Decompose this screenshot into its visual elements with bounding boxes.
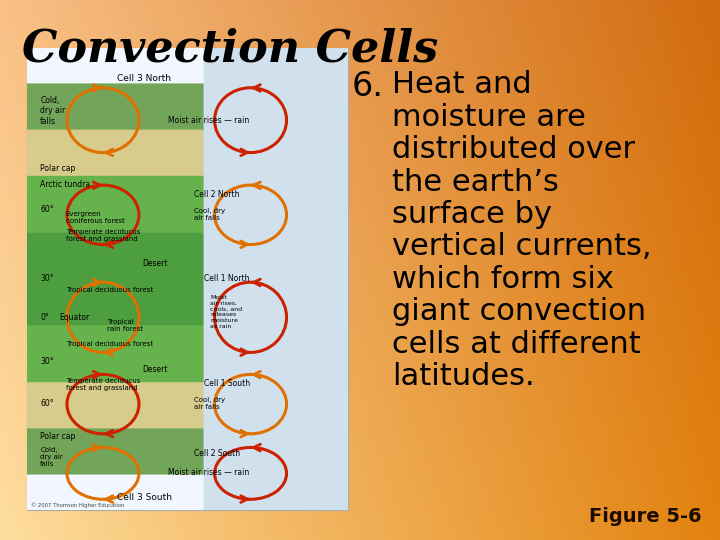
FancyBboxPatch shape xyxy=(27,49,348,510)
Text: Cell 2 North: Cell 2 North xyxy=(194,190,240,199)
Text: Tropical
rain forest: Tropical rain forest xyxy=(107,319,143,332)
Text: 60°: 60° xyxy=(40,399,54,408)
Text: Cold,
dry air
falls: Cold, dry air falls xyxy=(40,96,66,126)
Text: Moist air rises — rain: Moist air rises — rain xyxy=(168,468,250,477)
Text: 60°: 60° xyxy=(40,205,54,214)
Text: Polar cap: Polar cap xyxy=(40,432,76,441)
Text: Temperate deciducus
forest and grassland: Temperate deciducus forest and grassland xyxy=(66,378,140,391)
Text: Arctic tundra: Arctic tundra xyxy=(40,180,90,190)
Text: Desert: Desert xyxy=(143,365,168,374)
Text: Cell 1 North: Cell 1 North xyxy=(204,274,249,283)
Text: Polar cap: Polar cap xyxy=(40,164,76,173)
Text: Equator: Equator xyxy=(60,313,90,322)
Text: 30°: 30° xyxy=(40,274,54,283)
Text: 6.: 6. xyxy=(351,70,383,103)
Text: Cell 3 North: Cell 3 North xyxy=(117,74,171,83)
Text: Cell 3 South: Cell 3 South xyxy=(117,493,172,502)
Text: Evergreen
coniferous forest: Evergreen coniferous forest xyxy=(66,211,125,224)
Text: Tropical deciduous forest: Tropical deciduous forest xyxy=(66,341,153,347)
Text: Cold,
dry air
falls: Cold, dry air falls xyxy=(40,447,63,467)
Text: Desert: Desert xyxy=(143,259,168,268)
Text: Convection Cells: Convection Cells xyxy=(22,27,438,70)
Text: Temperate deciducus
forest and grassland: Temperate deciducus forest and grassland xyxy=(66,229,140,242)
Text: 0°: 0° xyxy=(40,313,49,322)
Text: Cool, dry
air falls: Cool, dry air falls xyxy=(194,397,225,410)
Text: Cool, dry
air falls: Cool, dry air falls xyxy=(194,208,225,221)
Text: Cell 2 South: Cell 2 South xyxy=(194,449,240,458)
Text: Heat and
moisture are
distributed over
the earth’s
surface by
vertical currents,: Heat and moisture are distributed over t… xyxy=(392,70,652,392)
Text: Moist
air rises,
cools, and
releases
moisture
as rain: Moist air rises, cools, and releases moi… xyxy=(210,295,242,329)
Text: 30°: 30° xyxy=(40,357,54,366)
Text: Figure 5-6: Figure 5-6 xyxy=(590,508,702,526)
Text: Cell 1 South: Cell 1 South xyxy=(204,379,250,388)
Text: Tropical deciduous forest: Tropical deciduous forest xyxy=(66,287,153,293)
Text: © 2007 Thomson Higher Education: © 2007 Thomson Higher Education xyxy=(31,502,125,508)
Text: Moist air rises — rain: Moist air rises — rain xyxy=(168,116,250,125)
